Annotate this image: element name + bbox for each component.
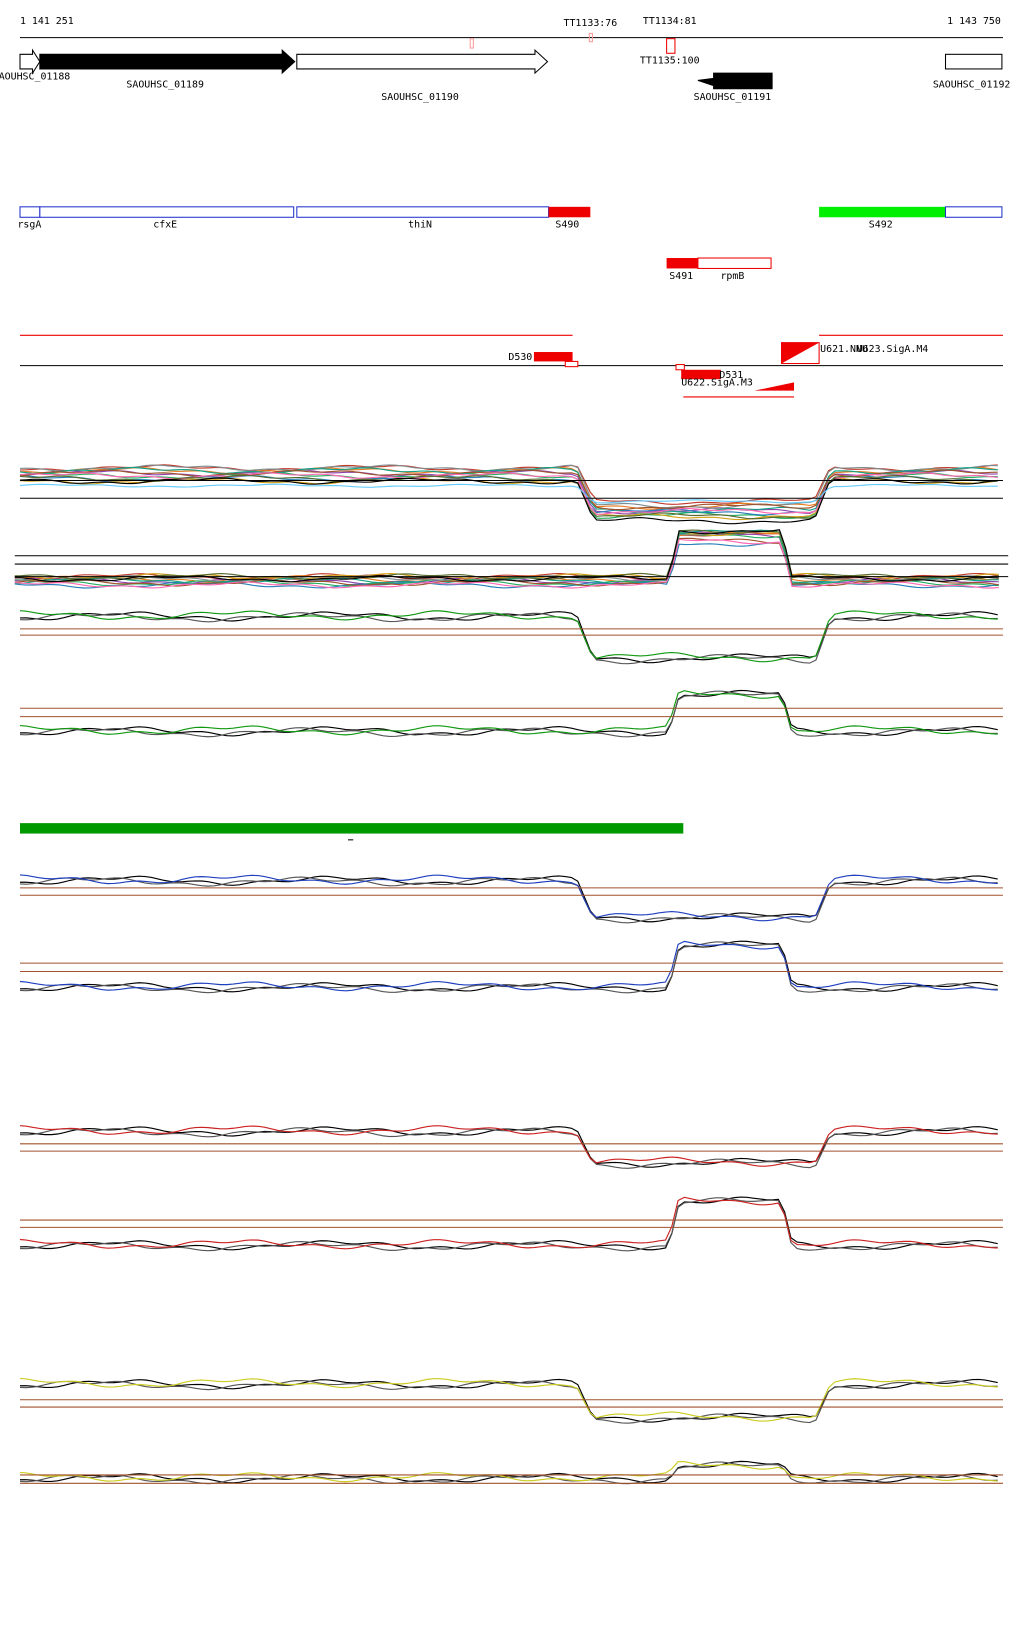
feature-box xyxy=(533,352,573,362)
annotation-label: S490 xyxy=(555,220,579,231)
expression-trace xyxy=(19,472,998,516)
expression-trace xyxy=(19,466,998,514)
feature-triangle xyxy=(781,342,820,364)
feature-label: U621.NNU xyxy=(820,344,868,355)
expression-trace xyxy=(14,529,999,581)
annotation-label: rsgA xyxy=(17,220,41,231)
expression-trace xyxy=(14,538,999,589)
feature-box xyxy=(780,342,820,365)
gene-arrow xyxy=(39,48,296,75)
gene-arrow xyxy=(296,48,549,75)
annotation-label: cfxE xyxy=(153,220,177,231)
annotation-box xyxy=(944,206,1003,218)
terminator xyxy=(666,38,676,54)
expression-trace xyxy=(19,474,998,516)
coverage-bar xyxy=(20,823,684,834)
annotation-box xyxy=(697,257,772,269)
annotation-box xyxy=(666,258,698,269)
expression-trace xyxy=(19,464,998,509)
expression-trace xyxy=(14,529,999,583)
gene-label: SAOUHSC_01188 xyxy=(0,71,70,82)
terminator-label: TT1135:100 xyxy=(640,56,700,67)
expression-trace xyxy=(19,940,998,992)
feature-label: U622.SigA.M3 xyxy=(681,377,753,388)
expression-trace xyxy=(19,1196,998,1251)
gene-label: SAOUHSC_01192 xyxy=(933,80,1011,91)
gene-label: SAOUHSC_01190 xyxy=(381,92,459,103)
annotation-box xyxy=(296,206,550,218)
terminator xyxy=(588,32,593,43)
gene-box xyxy=(944,53,1003,70)
expression-trace xyxy=(19,690,998,736)
terminator-label: TT1134:81 xyxy=(643,16,697,27)
feature-label: U623.SigA.M4 xyxy=(857,344,929,355)
expression-trace xyxy=(19,469,998,511)
annotation-box xyxy=(548,206,591,218)
expression-trace xyxy=(19,874,998,922)
gene-arrow xyxy=(19,48,41,75)
expression-trace xyxy=(19,689,998,737)
start-coordinate: 1 141 251 xyxy=(20,16,74,27)
feature-box xyxy=(564,360,579,368)
expression-trace xyxy=(19,474,998,520)
expression-trace xyxy=(19,612,998,665)
expression-trace xyxy=(19,1377,998,1422)
annotation-label: thiN xyxy=(408,220,432,231)
expression-trace xyxy=(19,1379,998,1424)
annotation-label: rpmB xyxy=(720,271,744,282)
feature-label: D531 xyxy=(719,370,743,381)
annotation-box xyxy=(19,206,41,218)
gene-label: SAOUHSC_01191 xyxy=(694,92,772,103)
annotation-box xyxy=(39,206,295,218)
expression-trace xyxy=(19,1125,998,1167)
expression-trace xyxy=(19,1127,998,1169)
feature-box xyxy=(675,364,685,371)
expression-trace xyxy=(19,940,998,993)
expression-trace xyxy=(19,690,998,738)
end-coordinate: 1 143 750 xyxy=(947,16,1001,27)
expression-trace xyxy=(19,1196,998,1250)
terminator-label: TT1133:76 xyxy=(564,18,618,29)
expression-trace xyxy=(19,483,998,504)
expression-trace xyxy=(19,876,998,924)
expression-trace xyxy=(19,1461,998,1483)
feature-triangle xyxy=(754,382,795,391)
expression-trace xyxy=(19,610,998,663)
gene-arrow xyxy=(697,72,773,90)
feature-box xyxy=(681,369,721,380)
terminator xyxy=(469,38,474,49)
feature-label: D530 xyxy=(508,352,532,363)
gene-label: SAOUHSC_01189 xyxy=(126,80,204,91)
annotation-label: S491 xyxy=(669,271,693,282)
annotation-label: S492 xyxy=(869,220,893,231)
expression-tracks xyxy=(14,464,1009,1485)
annotation-box xyxy=(819,206,946,218)
